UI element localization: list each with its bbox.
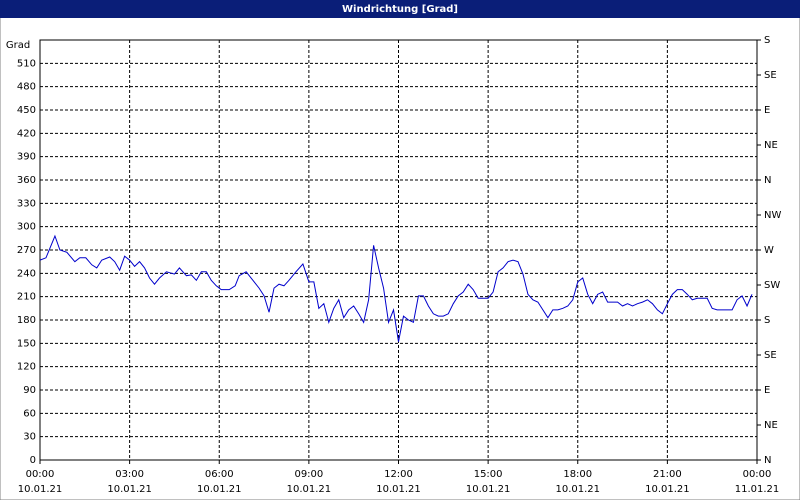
x-tick-label: 09:00 — [294, 469, 323, 480]
y2-tick-label: NW — [764, 210, 781, 221]
x-tick-label: 00:00 — [743, 469, 772, 480]
y-tick-label: 0 — [30, 455, 36, 466]
x-tick-label: 00:00 — [26, 469, 55, 480]
x-tick-date: 10.01.21 — [555, 484, 600, 495]
chart-title: Windrichtung [Grad] — [342, 4, 458, 15]
y2-tick-label: SE — [764, 350, 777, 361]
x-tick-date: 10.01.21 — [645, 484, 690, 495]
y2-tick-label: NE — [764, 420, 778, 431]
y-axis-label: Grad — [6, 40, 30, 51]
y-tick-label: 210 — [17, 292, 36, 303]
x-tick-date: 10.01.21 — [287, 484, 332, 495]
x-tick-date: 10.01.21 — [466, 484, 511, 495]
y2-tick-label: W — [764, 245, 774, 256]
y-tick-label: 360 — [17, 175, 36, 186]
x-tick-date: 10.01.21 — [376, 484, 421, 495]
y2-tick-label: N — [764, 175, 771, 186]
y2-tick-label: E — [764, 105, 770, 116]
title-bar — [0, 0, 800, 18]
y-tick-label: 180 — [17, 315, 36, 326]
y2-tick-label: NE — [764, 140, 778, 151]
y-tick-label: 90 — [23, 385, 36, 396]
y2-tick-label: N — [764, 455, 771, 466]
y-tick-label: 150 — [17, 338, 36, 349]
data-line — [39, 234, 753, 342]
y-tick-label: 120 — [17, 362, 36, 373]
x-tick-date: 10.01.21 — [18, 484, 63, 495]
x-tick-label: 12:00 — [384, 469, 413, 480]
y2-tick-label: S — [764, 315, 770, 326]
x-tick-label: 18:00 — [563, 469, 592, 480]
x-tick-label: 06:00 — [205, 469, 234, 480]
plot-frame — [39, 39, 758, 461]
y2-tick-label: SE — [764, 70, 777, 81]
y2-tick-label: SW — [764, 280, 780, 291]
y-tick-label: 480 — [17, 82, 36, 93]
x-tick-date: 10.01.21 — [197, 484, 242, 495]
x-tick-label: 21:00 — [653, 469, 682, 480]
y-tick-label: 300 — [17, 222, 36, 233]
y-tick-label: 510 — [17, 58, 36, 69]
y-tick-label: 450 — [17, 105, 36, 116]
y-tick-label: 390 — [17, 152, 36, 163]
x-tick-date: 10.01.21 — [107, 484, 152, 495]
x-tick-label: 03:00 — [115, 469, 144, 480]
y-tick-label: 240 — [17, 268, 36, 279]
y-tick-label: 60 — [23, 408, 36, 419]
x-tick-label: 15:00 — [474, 469, 503, 480]
x-tick-date: 11.01.21 — [735, 484, 780, 495]
y2-tick-label: S — [764, 35, 770, 46]
y2-tick-label: E — [764, 385, 770, 396]
y-tick-label: 270 — [17, 245, 36, 256]
y-tick-label: 330 — [17, 198, 36, 209]
y-tick-label: 30 — [23, 432, 36, 443]
y-tick-label: 420 — [17, 128, 36, 139]
